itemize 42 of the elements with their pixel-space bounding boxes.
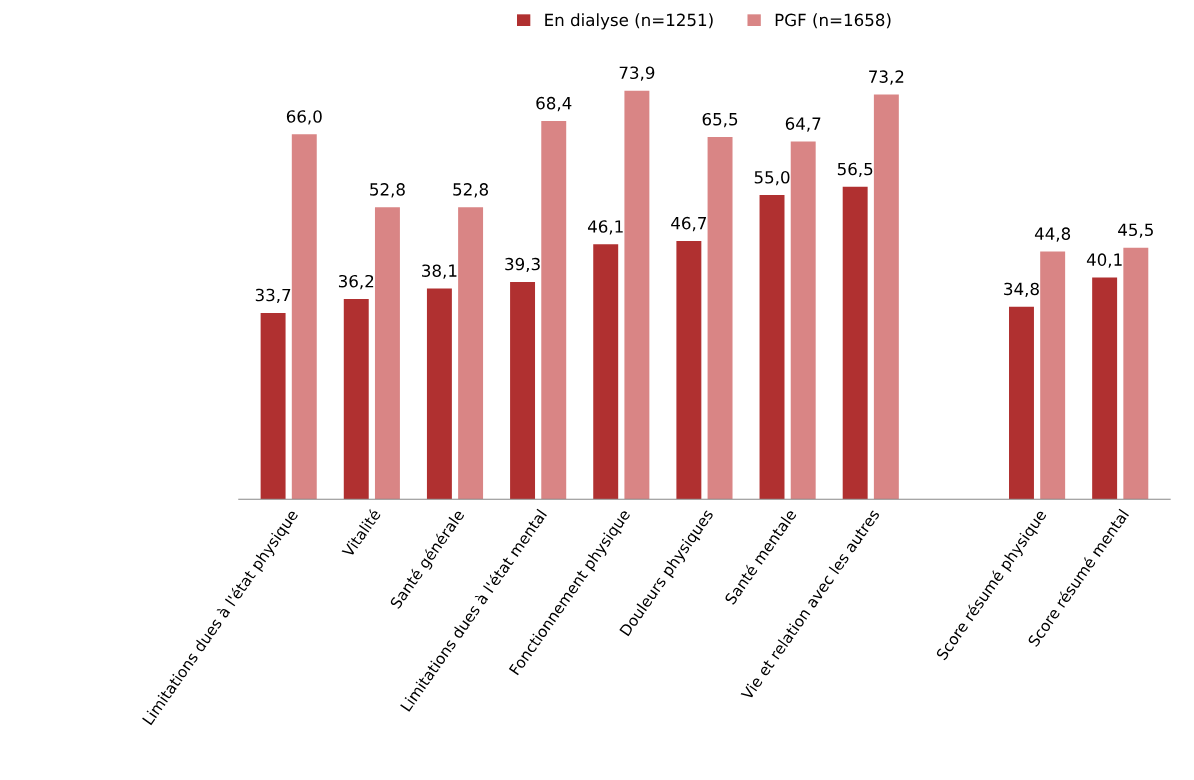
- bar: [510, 281, 536, 500]
- bar: [624, 90, 650, 500]
- bar: [541, 121, 567, 500]
- data-label: 55,0: [754, 170, 790, 186]
- legend-label: PGF (n=1658): [775, 13, 891, 29]
- data-label: 46,1: [587, 220, 623, 235]
- data-label: 44,8: [1034, 227, 1071, 242]
- bar: [260, 312, 286, 500]
- bar: [1123, 247, 1149, 500]
- bar: [458, 207, 484, 500]
- data-label: 39,3: [505, 257, 540, 273]
- data-label: 68,4: [536, 96, 572, 112]
- bar: [593, 244, 619, 500]
- bar: [873, 94, 899, 500]
- data-label: 73,2: [869, 70, 904, 85]
- data-label: 38,1: [422, 264, 457, 279]
- bar: [1009, 306, 1034, 500]
- bar: [842, 186, 868, 500]
- bar: [1092, 277, 1118, 500]
- data-label: 40,1: [1086, 253, 1122, 268]
- data-label: 46,7: [671, 216, 706, 232]
- data-label: 33,7: [255, 288, 291, 304]
- data-label: 34,8: [1004, 282, 1039, 297]
- bar: [374, 207, 400, 500]
- bar: [1040, 251, 1066, 500]
- bar: [790, 141, 816, 500]
- data-label: 73,9: [619, 66, 655, 81]
- bar: [291, 134, 317, 500]
- bar: [759, 195, 785, 500]
- data-label: 52,8: [453, 183, 488, 198]
- data-label: 66,0: [286, 110, 322, 125]
- data-label: 64,7: [785, 117, 821, 132]
- data-label: 36,2: [338, 274, 374, 290]
- legend-label: En dialyse (n=1251): [545, 13, 713, 30]
- data-label: 45,5: [1118, 223, 1153, 238]
- bar: [676, 241, 702, 500]
- data-label: 56,5: [837, 162, 873, 177]
- bar: [343, 299, 369, 500]
- data-label: 52,8: [370, 183, 405, 198]
- bar: [707, 137, 733, 500]
- data-label: 65,5: [702, 112, 738, 128]
- bar: [426, 288, 452, 500]
